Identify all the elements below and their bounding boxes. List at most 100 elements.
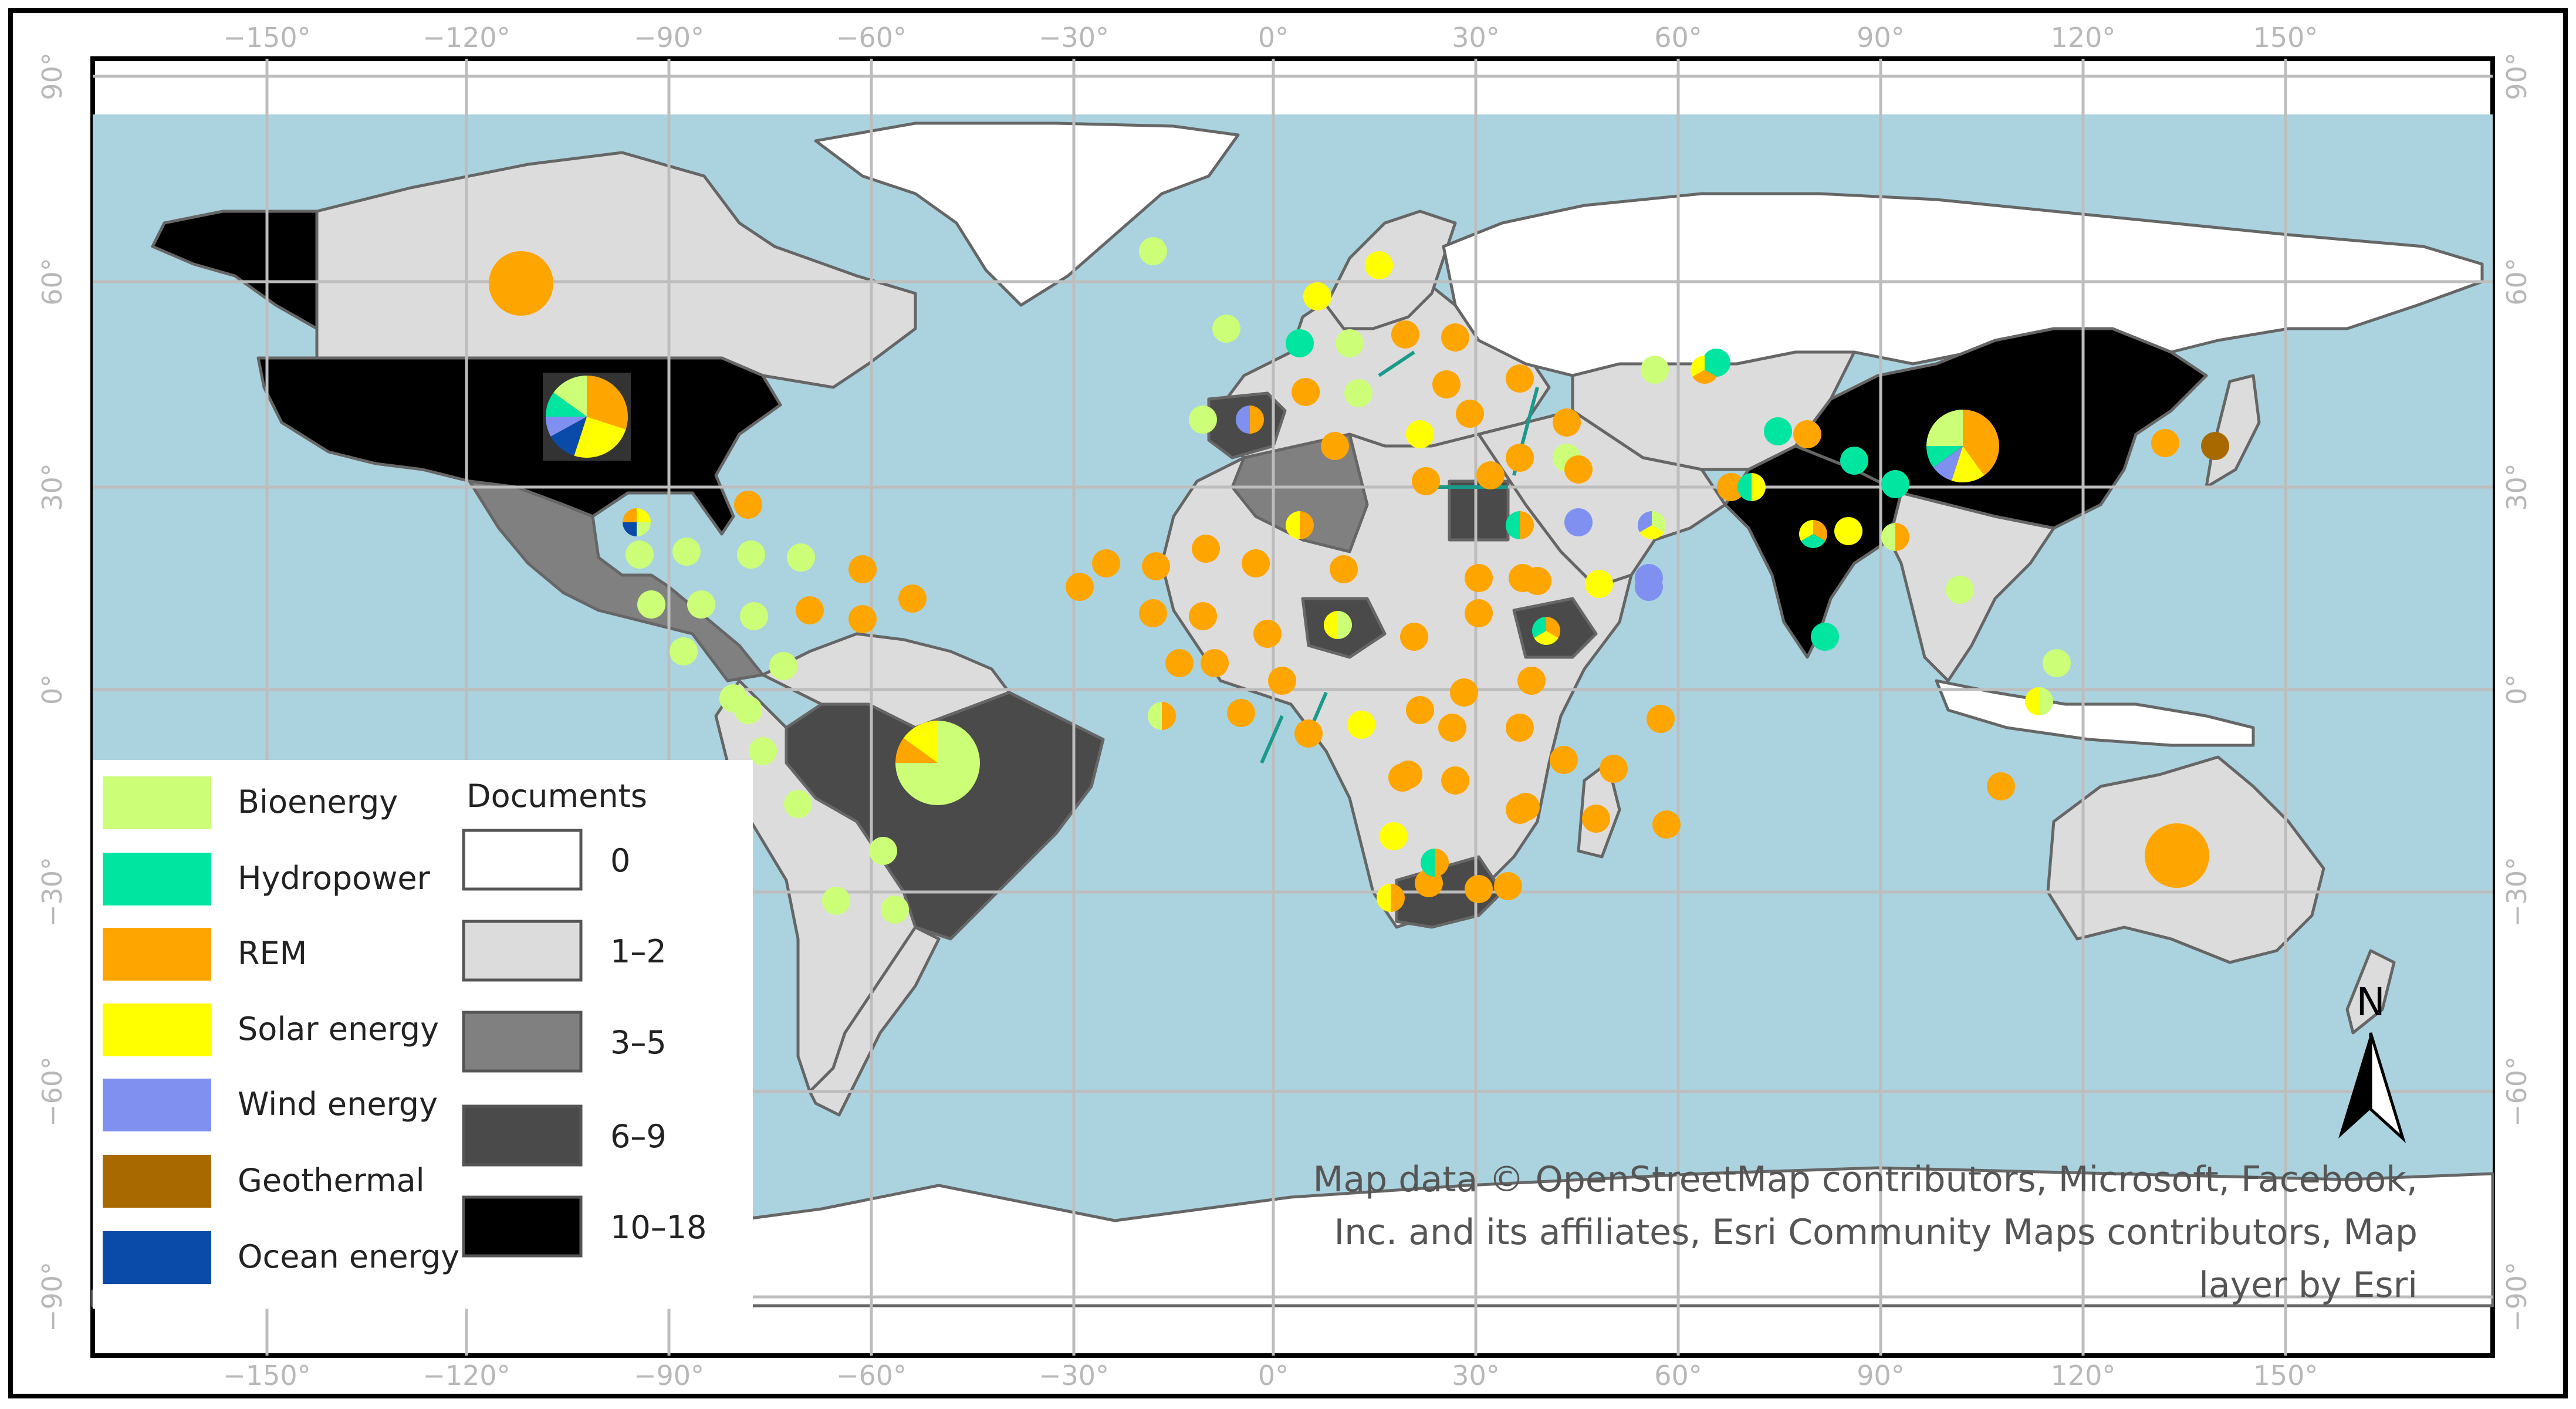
pie-slice (749, 737, 777, 765)
attribution-line-1: Map data © OpenStreetMap contributors, M… (1313, 1159, 2418, 1200)
country-pie-symbol (1294, 719, 1323, 748)
country-pie-symbol (1550, 746, 1578, 774)
country-pie-symbol (1165, 649, 1194, 677)
lon-label-bottom: 30° (1452, 1360, 1500, 1391)
pie-slice (1705, 356, 1719, 377)
longitude-labels-top: −150° −120° −90° −60° −30° 0° 30° 60° 90° 120° 150… (223, 22, 2318, 53)
pie-slice (637, 508, 651, 522)
pie-slice (1476, 461, 1505, 489)
pie-slice (1268, 667, 1296, 695)
pie-slice (546, 417, 587, 437)
pie-slice (1162, 702, 1176, 730)
lon-label-bottom: −90° (634, 1360, 704, 1391)
lat-label-right: 90° (2501, 52, 2533, 100)
pie-slice (1946, 576, 1974, 604)
country-pie-symbol (822, 887, 850, 915)
pie-slice (1421, 849, 1435, 877)
pie-slice (1585, 570, 1613, 598)
pie-slice (1165, 649, 1194, 677)
pie-slice (787, 543, 815, 572)
country-pie-symbol (1066, 573, 1094, 601)
legend-documents-swatch (462, 1011, 583, 1073)
pie-slice (1933, 446, 1963, 481)
pie-slice (1330, 555, 1358, 583)
country-pie-symbol (869, 837, 897, 865)
country-pie-symbol (1635, 573, 1663, 601)
country-pie-symbol (1582, 805, 1610, 833)
pie-slice (1456, 400, 1484, 428)
country-pie-symbol (1465, 875, 1493, 903)
country-new-zealand (2345, 949, 2396, 1035)
country-pie-symbol (1303, 282, 1331, 310)
legend-swatch (103, 1155, 211, 1208)
country-pie-symbol (1268, 667, 1296, 695)
country-usa (256, 356, 782, 536)
pie-slice (1546, 617, 1560, 638)
pie-slice (1201, 649, 1229, 677)
pie-slice (1799, 520, 1813, 541)
pie-slice (1253, 620, 1282, 648)
country-pie-symbol (1406, 420, 1434, 448)
lat-label-left: 60° (36, 258, 68, 306)
pie-slice (1926, 446, 1963, 468)
pie-slice (822, 887, 850, 915)
symbols-layer (623, 237, 2229, 924)
pie-slice (848, 605, 877, 633)
pie-slice (1066, 573, 1094, 601)
country-pie-symbol (1509, 564, 1537, 592)
legend-label: REM (238, 935, 307, 972)
country-pie-symbol (1400, 623, 1428, 651)
north-arrow-icon (2338, 1033, 2371, 1138)
country-pie-symbol (1553, 408, 1581, 437)
country-pie-symbol (2025, 687, 2053, 715)
country-greenland (814, 121, 1240, 307)
lon-label-top: 0° (1258, 22, 1289, 53)
country-pie-symbol (1388, 763, 1417, 792)
pie-slice (2039, 687, 2053, 715)
country-pie-symbol (2151, 429, 2179, 457)
pie-slice (1148, 702, 1162, 730)
country-pie-symbol (1512, 793, 1540, 821)
country-pie-symbol (796, 596, 824, 624)
country-pie-symbol (787, 543, 815, 572)
country-pie-symbol (1450, 678, 1478, 707)
country-algeria (1230, 433, 1369, 553)
pie-slice (1764, 417, 1792, 445)
pie-slice (1400, 623, 1428, 651)
north-arrow: N (2338, 979, 2406, 1143)
lat-label-right: −60° (2501, 1056, 2533, 1127)
country-pie-symbol (1286, 511, 1314, 539)
pie-slice (1250, 406, 1264, 434)
pie-slice (637, 590, 665, 619)
pie-slice (1987, 772, 2015, 800)
country-pie-symbol (1242, 549, 1270, 577)
pie-slice (1550, 746, 1578, 774)
pie-slice (1336, 329, 1364, 357)
pie-slice (1506, 714, 1534, 742)
pie-slice (1582, 805, 1610, 833)
pie-slice (1553, 408, 1581, 437)
country-pie-symbol (1691, 356, 1719, 384)
country-pie-symbol (489, 251, 553, 316)
pie-slice (1465, 564, 1493, 592)
country-pie-symbol (1421, 849, 1449, 877)
pie-slice (670, 637, 698, 665)
country-alaska (151, 210, 319, 330)
country-pie-symbol (881, 896, 909, 924)
country-pie-symbol (1465, 599, 1493, 627)
lon-label-bottom: 150° (2253, 1360, 2318, 1391)
pie-slice (1227, 699, 1255, 727)
lat-label-left: −60° (36, 1056, 68, 1127)
lat-label-right: 30° (2501, 463, 2533, 511)
country-pie-symbol (1253, 620, 1282, 648)
country-pie-symbol (1142, 552, 1170, 580)
lat-label-left: 90° (36, 52, 68, 100)
country-pie-symbol (1324, 611, 1352, 639)
country-pie-symbol (784, 790, 812, 818)
country-pie-symbol (1840, 447, 1868, 475)
pie-slice (1834, 517, 1862, 545)
lon-label-top: 150° (2253, 22, 2318, 53)
lon-label-bottom: −150° (223, 1360, 310, 1391)
lon-label-top: −60° (836, 22, 907, 53)
